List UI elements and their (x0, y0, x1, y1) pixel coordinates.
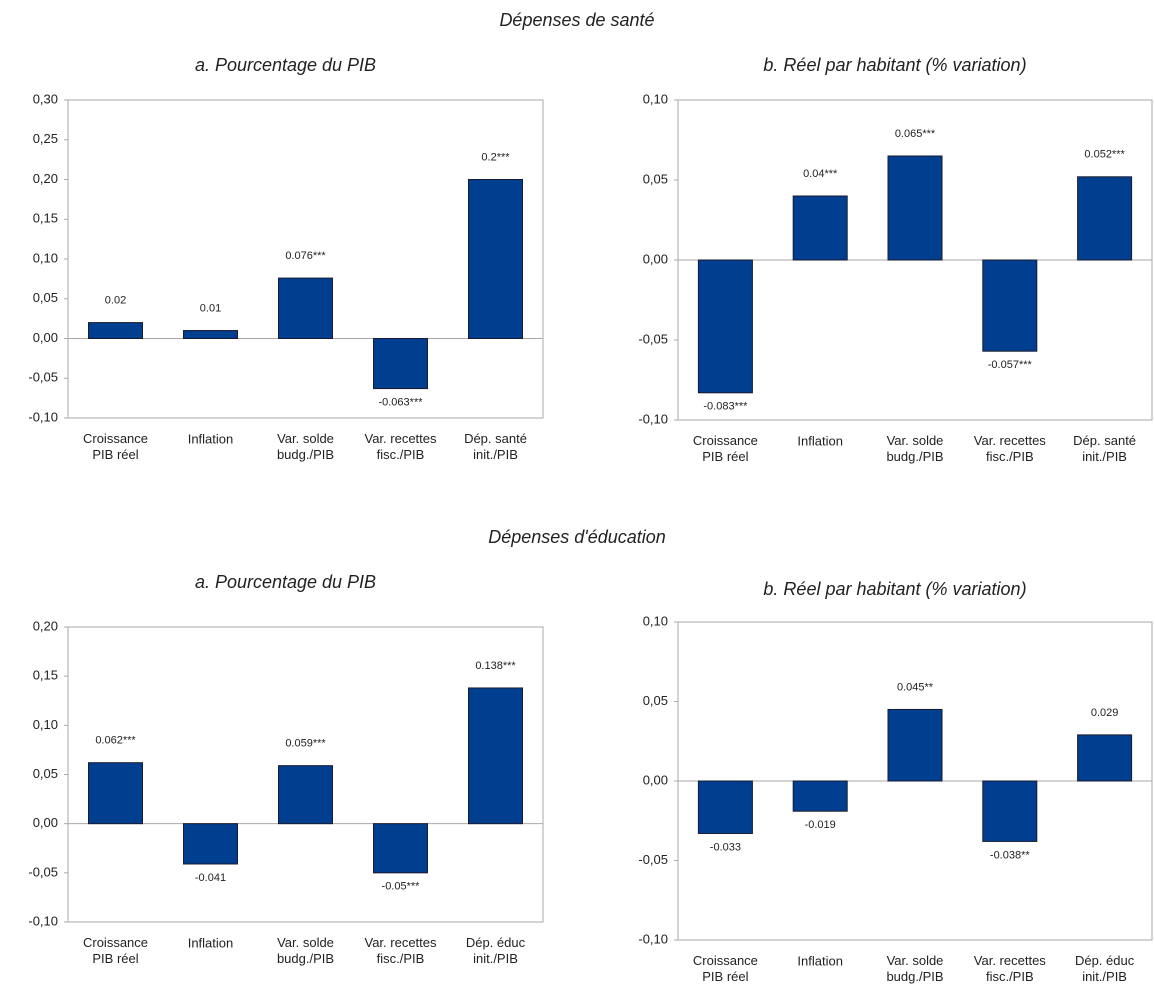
bar (278, 277, 333, 339)
value-label: 0.059*** (285, 738, 326, 750)
y-tick-label: 0,00 (643, 772, 668, 787)
x-tick-label: Dép. santé init./PIB (1073, 433, 1136, 464)
value-label: -0.063*** (378, 396, 423, 408)
section-title: Dépenses de santé (499, 10, 654, 30)
x-tick-label: Inflation (188, 431, 234, 446)
x-tick-label: Var. recettes fisc./PIB (364, 431, 437, 462)
bar (887, 708, 943, 782)
y-tick-label: 0,00 (33, 815, 58, 830)
value-label: 0.076*** (285, 250, 326, 262)
x-tick-label: Inflation (797, 433, 843, 448)
value-label: 0.2*** (481, 151, 510, 163)
y-tick-label: 0,10 (33, 250, 58, 265)
bar (373, 823, 428, 874)
x-tick-label: Inflation (797, 953, 843, 968)
y-tick-label: 0,05 (643, 693, 668, 708)
y-tick-label: -0,05 (28, 864, 58, 879)
x-tick-label: Dép. éduc init./PIB (466, 935, 526, 966)
x-tick-label: Var. recettes fisc./PIB (974, 433, 1047, 464)
x-tick-label: Var. solde budg./PIB (886, 433, 943, 464)
x-tick-label: Var. solde budg./PIB (277, 431, 334, 462)
x-tick-label: Var. solde budg./PIB (277, 935, 334, 966)
bar (792, 195, 848, 261)
x-tick-label: Dép. éduc init./PIB (1075, 953, 1135, 984)
y-tick-label: 0,20 (33, 171, 58, 186)
y-tick-label: 0,05 (33, 290, 58, 305)
value-label: 0.065*** (895, 128, 936, 140)
y-tick-label: -0,05 (638, 331, 668, 346)
y-tick-label: 0,10 (643, 613, 668, 628)
x-tick-label: Croissance PIB réel (83, 935, 148, 966)
y-tick-label: 0,10 (643, 91, 668, 106)
value-label: -0.083*** (703, 401, 748, 413)
y-tick-label: -0,10 (28, 409, 58, 424)
y-tick-label: -0,10 (638, 931, 668, 946)
chart-title: a. Pourcentage du PIB (195, 572, 376, 592)
y-tick-label: -0,10 (28, 913, 58, 928)
value-label: -0.057*** (988, 359, 1033, 371)
bar (88, 322, 143, 340)
section-title: Dépenses d'éducation (488, 527, 666, 547)
y-tick-label: 0,00 (33, 330, 58, 345)
value-label: -0.019 (805, 819, 836, 831)
bar (373, 338, 428, 390)
value-label: 0.02 (105, 295, 126, 307)
x-tick-label: Dép. santé init./PIB (464, 431, 527, 462)
y-tick-label: 0,20 (33, 618, 58, 633)
bar (697, 259, 753, 394)
y-tick-label: 0,30 (33, 91, 58, 106)
bar (982, 259, 1038, 352)
y-tick-label: 0,10 (33, 717, 58, 732)
value-label: 0.045** (897, 681, 934, 693)
value-label: -0.038** (990, 849, 1030, 861)
y-tick-label: -0,10 (638, 411, 668, 426)
chart-title: b. Réel par habitant (% variation) (763, 55, 1026, 75)
value-label: -0.05*** (382, 881, 421, 893)
x-tick-label: Inflation (188, 935, 234, 950)
bar (278, 765, 333, 825)
x-tick-label: Croissance PIB réel (83, 431, 148, 462)
value-label: 0.04*** (803, 168, 838, 180)
bar (468, 179, 523, 339)
chart-title: a. Pourcentage du PIB (195, 55, 376, 75)
value-label: 0.138*** (475, 660, 516, 672)
bar (982, 780, 1038, 842)
bar (1077, 734, 1133, 782)
value-label: 0.062*** (95, 735, 136, 747)
bar (88, 762, 143, 825)
value-label: -0.041 (195, 872, 226, 884)
x-tick-label: Var. recettes fisc./PIB (364, 935, 437, 966)
bar (468, 687, 523, 825)
bar (887, 155, 943, 261)
value-label: 0.029 (1091, 707, 1119, 719)
y-tick-label: 0,15 (33, 668, 58, 683)
y-tick-label: -0,05 (638, 852, 668, 867)
bar (183, 823, 238, 865)
bar (183, 330, 238, 339)
x-tick-label: Var. solde budg./PIB (886, 953, 943, 984)
y-tick-label: 0,00 (643, 251, 668, 266)
y-tick-label: 0,05 (33, 766, 58, 781)
chart-title: b. Réel par habitant (% variation) (763, 579, 1026, 599)
bar (1077, 176, 1133, 261)
bar (792, 780, 848, 812)
value-label: 0.052*** (1084, 149, 1125, 161)
x-tick-label: Croissance PIB réel (693, 953, 758, 984)
value-label: -0.033 (710, 841, 741, 853)
y-tick-label: -0,05 (28, 370, 58, 385)
bar (697, 780, 753, 834)
x-tick-label: Var. recettes fisc./PIB (974, 953, 1047, 984)
value-label: 0.01 (200, 302, 221, 314)
x-tick-label: Croissance PIB réel (693, 433, 758, 464)
y-tick-label: 0,25 (33, 131, 58, 146)
y-tick-label: 0,05 (643, 171, 668, 186)
y-tick-label: 0,15 (33, 211, 58, 226)
